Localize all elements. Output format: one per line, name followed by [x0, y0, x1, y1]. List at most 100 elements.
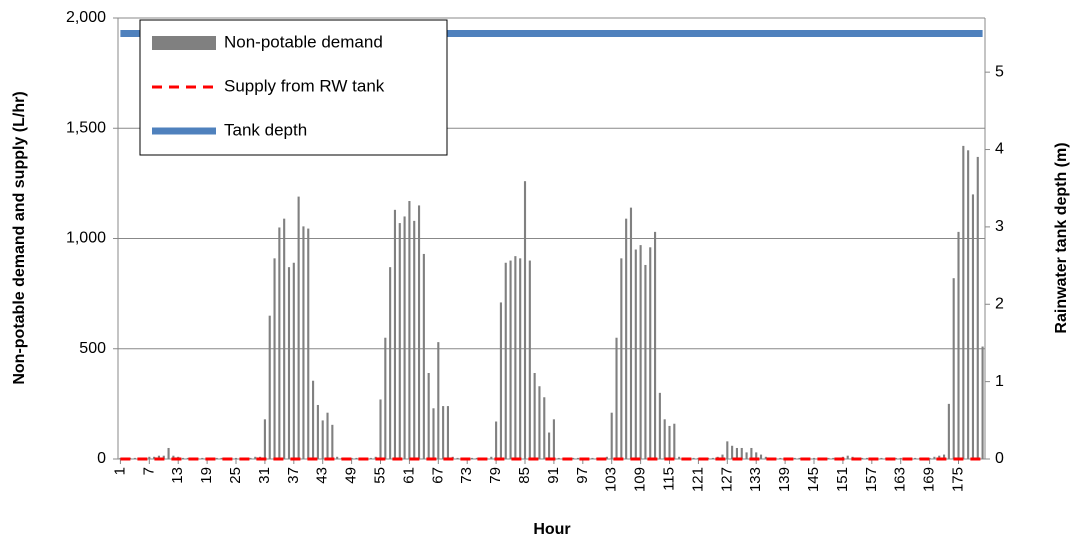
bar [432, 408, 435, 459]
legend-swatch [152, 36, 216, 50]
bar [384, 337, 387, 459]
x-tick-label: 79 [487, 467, 504, 484]
bar [490, 456, 493, 459]
bar [673, 423, 676, 459]
bar [639, 245, 642, 459]
bar [393, 209, 397, 459]
x-tick-label: 1 [111, 467, 128, 475]
x-tick-label: 37 [285, 467, 302, 484]
legend: Non-potable demand Supply from RW tank Tan… [139, 19, 448, 156]
x-tick-label: 31 [256, 467, 273, 484]
x-tick-label: 49 [343, 467, 360, 484]
bar [914, 457, 917, 459]
bar [379, 399, 382, 459]
x-tick-label: 61 [400, 467, 417, 484]
x-tick-label: 25 [227, 467, 244, 484]
bar [427, 373, 430, 459]
x-tick-label: 151 [834, 467, 851, 492]
bar [495, 421, 498, 459]
bar [234, 457, 238, 459]
bar [254, 456, 257, 459]
bar [557, 457, 560, 459]
bar [827, 457, 830, 459]
x-tick-label: 115 [660, 467, 677, 491]
bar [389, 267, 392, 459]
bar [403, 216, 406, 459]
y-tick-label: 1,500 [66, 119, 106, 136]
bar [942, 454, 946, 459]
y2-tick-label: 0 [995, 450, 1004, 467]
bar [865, 457, 869, 459]
bar [148, 456, 151, 459]
y2-axis-title: Rainwater tank depth (m) [1053, 142, 1070, 333]
bar [625, 218, 628, 459]
bar [735, 447, 739, 459]
bar [273, 258, 276, 459]
bar [312, 380, 315, 459]
bar [355, 457, 358, 459]
x-tick-label: 91 [545, 467, 562, 484]
bar [307, 228, 310, 459]
bar [422, 253, 425, 459]
bar [899, 457, 902, 459]
y-tick-label: 2,000 [66, 9, 106, 26]
x-tick-label: 109 [632, 467, 649, 492]
bar [976, 156, 979, 460]
bar [153, 456, 156, 459]
bar [220, 457, 223, 459]
bar [846, 455, 849, 459]
x-tick-label: 73 [458, 467, 475, 484]
bar [745, 452, 748, 459]
x-axis-title: Hour [533, 521, 570, 538]
bar [779, 457, 782, 459]
bar [283, 218, 286, 459]
bar [880, 457, 883, 459]
bar [721, 454, 724, 459]
bar [287, 267, 291, 459]
bar [523, 181, 527, 460]
bar [962, 145, 965, 459]
bar [201, 457, 204, 459]
bar [263, 419, 266, 459]
bar [697, 457, 700, 459]
bar [658, 392, 661, 459]
bar [755, 452, 758, 459]
bar [514, 256, 517, 459]
bar [268, 315, 271, 459]
x-tick-label: 169 [921, 467, 938, 492]
x-tick-label: 139 [776, 467, 793, 492]
y2-tick-label: 2 [995, 295, 1004, 312]
bar [615, 337, 618, 459]
bar [644, 264, 647, 459]
y-tick-label: 500 [79, 340, 106, 357]
bar [981, 346, 984, 459]
x-tick-label: 133 [747, 467, 764, 492]
bar [119, 457, 122, 459]
bar [653, 231, 657, 459]
bar [442, 406, 445, 459]
bar [475, 457, 478, 459]
bar [576, 457, 580, 459]
bar [249, 457, 252, 459]
bar [167, 447, 170, 459]
bar [947, 403, 950, 459]
bar [663, 419, 666, 459]
legend-label: Tank depth [224, 120, 307, 139]
bar [186, 457, 189, 459]
bar [509, 260, 512, 459]
bar [326, 412, 329, 459]
bar [533, 373, 536, 459]
y2-tick-label: 1 [995, 373, 1004, 390]
bar [336, 456, 339, 459]
bar [649, 247, 652, 459]
bar [297, 196, 300, 460]
bar [499, 302, 502, 459]
legend-label: Supply from RW tank [224, 76, 385, 95]
bar [967, 150, 970, 460]
bar [610, 412, 613, 459]
bar [591, 457, 594, 459]
bar [543, 397, 546, 459]
y2-tick-label: 3 [995, 218, 1004, 235]
x-tick-label: 7 [140, 467, 157, 475]
x-tick-label: 43 [314, 467, 331, 484]
